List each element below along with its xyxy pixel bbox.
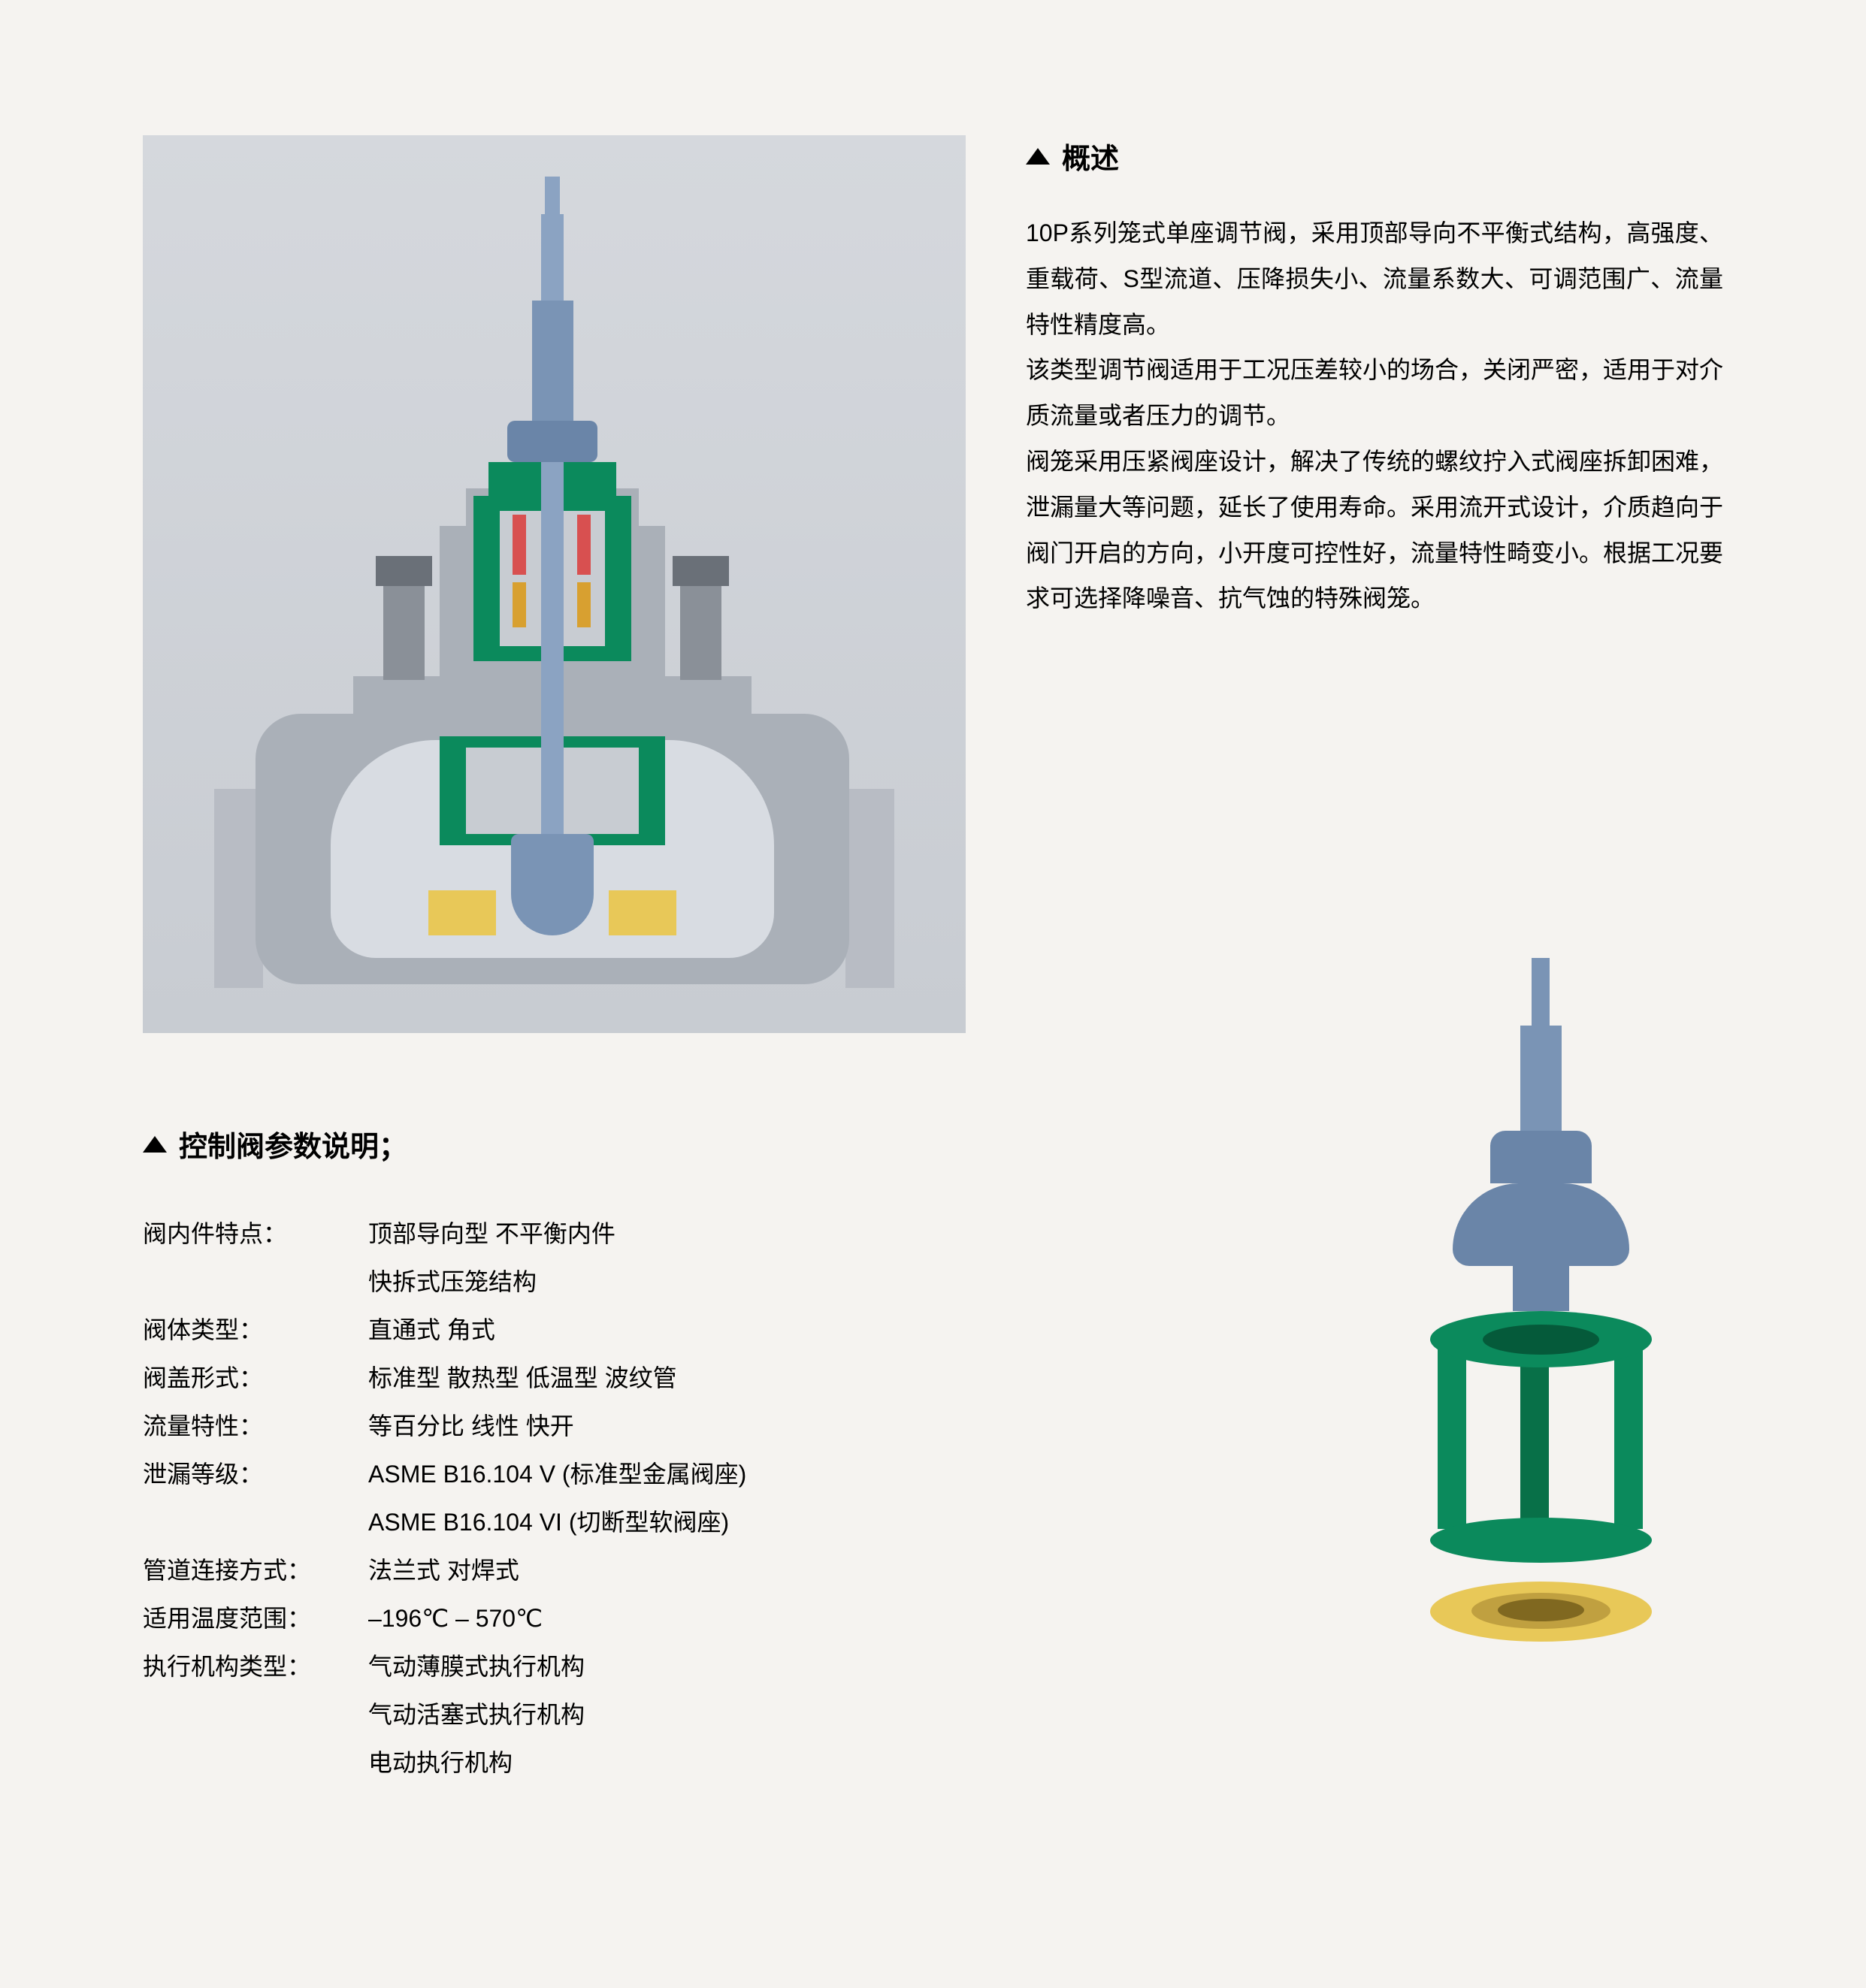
params-table: 阀内件特点： 顶部导向型 不平衡内件 快拆式压笼结构 阀体类型： 直通式 角式 … [143,1210,1310,1787]
seat-ring [428,890,496,935]
param-row: 阀体类型： 直通式 角式 [143,1306,1310,1354]
overview-section: 概述 10P系列笼式单座调节阀，采用顶部导向不平衡式结构，高强度、重载荷、S型流… [1011,135,1723,1033]
param-row: 气动活塞式执行机构 [143,1690,1310,1739]
param-row: 流量特性： 等百分比 线性 快开 [143,1402,1310,1450]
component-exploded-figure [1340,950,1746,1672]
component-cage-rib [1438,1349,1466,1529]
param-value: 直通式 角式 [368,1306,1310,1354]
param-label [143,1258,368,1306]
param-label: 阀内件特点： [143,1210,368,1258]
overview-heading-text: 概述 [1062,135,1119,177]
triangle-icon [143,1136,167,1153]
param-label: 流量特性： [143,1402,368,1450]
param-label [143,1739,368,1787]
flange-right [845,789,894,988]
param-value: 气动活塞式执行机构 [368,1690,1310,1739]
stem-connector [532,301,573,428]
component-stem [1532,958,1550,1026]
param-row: 适用温度范围： –196℃ – 570℃ [143,1594,1310,1642]
param-value: 快拆式压笼结构 [368,1258,1310,1306]
bolt [680,575,721,680]
overview-body: 10P系列笼式单座调节阀，采用顶部导向不平衡式结构，高强度、重载荷、S型流道、压… [1026,210,1723,621]
param-row: 执行机构类型： 气动薄膜式执行机构 [143,1642,1310,1690]
param-label: 执行机构类型： [143,1642,368,1690]
component-cage-bottom [1430,1518,1652,1563]
packing-seal [513,582,526,627]
component-stem-body [1520,1026,1562,1131]
packing-seal [577,582,591,627]
overview-heading: 概述 [1026,135,1723,177]
param-row: ASME B16.104 VI (切断型软阀座) [143,1498,1310,1546]
param-value: ASME B16.104 VI (切断型软阀座) [368,1498,1310,1546]
param-value: 电动执行机构 [368,1739,1310,1787]
param-row: 泄漏等级： ASME B16.104 V (标准型金属阀座) [143,1450,1310,1498]
param-value: 气动薄膜式执行机构 [368,1642,1310,1690]
params-heading-text: 控制阀参数说明； [179,1123,407,1165]
valve-plug [511,834,594,935]
component-cage-rib [1520,1356,1549,1536]
packing-seal [513,515,526,575]
seat-ring [609,890,676,935]
component-bonnet-upper [1490,1131,1592,1183]
nut [673,556,729,586]
param-row: 快拆式压笼结构 [143,1258,1310,1306]
component-bonnet-lower [1453,1183,1629,1266]
param-row: 电动执行机构 [143,1739,1310,1787]
nut [376,556,432,586]
component-cage-rib [1614,1349,1643,1529]
param-value: 法兰式 对焊式 [368,1546,1310,1594]
bolt [383,575,425,680]
param-label: 泄漏等级： [143,1450,368,1498]
params-section: 控制阀参数说明； 阀内件特点： 顶部导向型 不平衡内件 快拆式压笼结构 阀体类型… [143,1123,1310,1787]
param-label: 适用温度范围： [143,1594,368,1642]
stem-flange [507,421,597,462]
param-row: 阀盖形式： 标准型 散热型 低温型 波纹管 [143,1354,1310,1402]
triangle-icon [1026,148,1050,165]
param-value: 等百分比 线性 快开 [368,1402,1310,1450]
param-label: 阀盖形式： [143,1354,368,1402]
param-value: 顶部导向型 不平衡内件 [368,1210,1310,1258]
param-value: ASME B16.104 V (标准型金属阀座) [368,1450,1310,1498]
param-row: 管道连接方式： 法兰式 对焊式 [143,1546,1310,1594]
param-label [143,1690,368,1739]
param-value: –196℃ – 570℃ [368,1594,1310,1642]
param-label: 阀体类型： [143,1306,368,1354]
param-value: 标准型 散热型 低温型 波纹管 [368,1354,1310,1402]
component-neck [1513,1266,1569,1311]
param-row: 阀内件特点： 顶部导向型 不平衡内件 [143,1210,1310,1258]
packing-seal [577,515,591,575]
params-heading: 控制阀参数说明； [143,1123,1310,1165]
param-label: 管道连接方式： [143,1546,368,1594]
component-cage-bore [1483,1325,1599,1355]
valve-cutaway-figure [143,135,966,1033]
param-label [143,1498,368,1546]
component-seat-bore [1498,1599,1584,1621]
stem-tip [545,177,560,218]
